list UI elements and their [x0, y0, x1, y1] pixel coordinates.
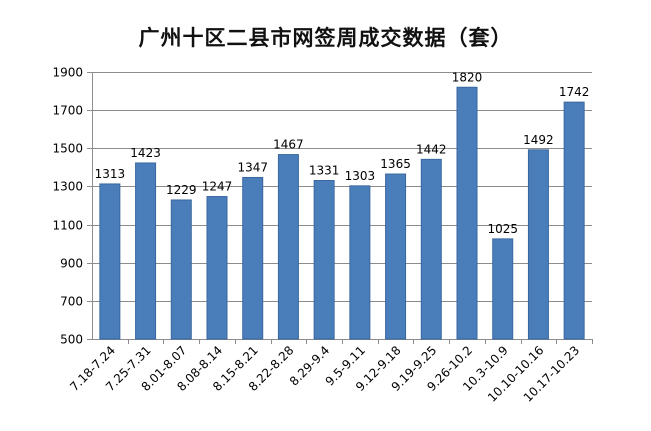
bar	[349, 185, 371, 340]
y-tick-label: 1100	[52, 219, 83, 233]
data-label: 1025	[487, 222, 518, 236]
data-label: 1742	[559, 85, 590, 99]
bar	[527, 149, 549, 340]
bar	[420, 158, 442, 340]
data-label: 1442	[416, 142, 447, 156]
bar	[563, 101, 585, 340]
y-tick-label: 500	[60, 333, 83, 347]
data-label: 1229	[166, 183, 197, 197]
data-label: 1492	[523, 133, 554, 147]
data-label: 1347	[237, 160, 268, 174]
y-tick-label: 1300	[52, 180, 83, 194]
y-tick-label: 1500	[52, 142, 83, 156]
y-tick-label: 700	[60, 295, 83, 309]
bar	[313, 180, 335, 340]
chart-title: 广州十区二县市网签周成交数据（套）	[138, 26, 513, 50]
data-label: 1423	[130, 146, 161, 160]
bar	[99, 183, 121, 340]
bar	[277, 154, 299, 340]
data-label: 1313	[95, 167, 126, 181]
data-label: 1820	[452, 70, 483, 84]
bar	[206, 196, 228, 340]
bar	[135, 162, 157, 340]
y-tick-label: 1900	[52, 66, 83, 80]
bar	[456, 86, 478, 340]
data-label: 1467	[273, 138, 304, 152]
data-label: 1303	[345, 169, 376, 183]
data-label: 1365	[380, 157, 411, 171]
bar	[492, 238, 514, 340]
bar	[385, 173, 407, 340]
bar	[170, 199, 192, 340]
y-tick-label: 1700	[52, 104, 83, 118]
data-label: 1331	[309, 164, 340, 178]
bar	[242, 176, 264, 340]
data-label: 1247	[202, 180, 233, 194]
y-tick-label: 900	[60, 257, 83, 271]
